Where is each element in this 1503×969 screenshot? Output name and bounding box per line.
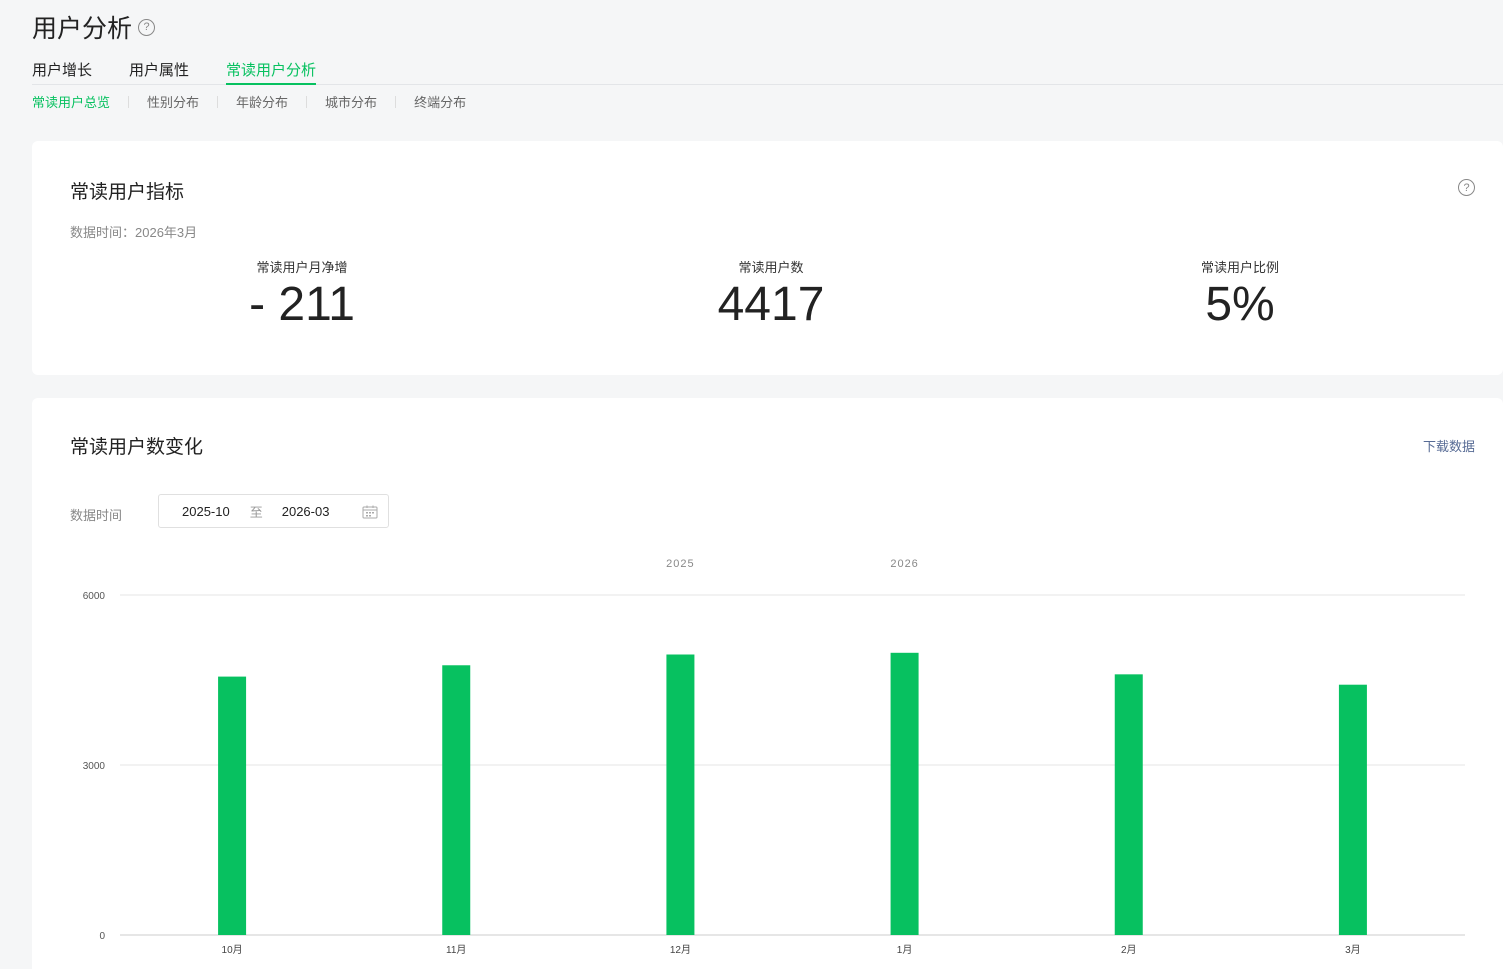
subtab-overview[interactable]: 常读用户总览 — [32, 95, 111, 110]
divider — [128, 95, 130, 108]
metric-value: 5% — [1205, 278, 1275, 331]
x-tick-label: 3月 — [1345, 944, 1361, 956]
metric-reader-ratio: 常读用户比例 5% — [1080, 257, 1400, 332]
help-icon[interactable]: ? — [138, 18, 156, 36]
metric-label: 常读用户比例 — [1200, 260, 1279, 275]
subtab-city[interactable]: 城市分布 — [325, 95, 378, 110]
help-icon[interactable]: ? — [1458, 179, 1475, 196]
y-tick-label: 3000 — [83, 761, 106, 772]
range-label: 数据时间 — [70, 508, 123, 523]
tab-frequent-reader-analysis[interactable]: 常读用户分析 — [226, 56, 317, 85]
chart-bar — [1114, 674, 1143, 935]
main-tabs: 用户增长 用户属性 常读用户分析 — [32, 56, 1503, 85]
metric-value: 4417 — [717, 278, 825, 331]
subtab-device[interactable]: 终端分布 — [414, 95, 467, 110]
x-tick-label: 10月 — [222, 944, 243, 956]
calendar-icon[interactable] — [362, 505, 378, 519]
date-range-picker[interactable]: 2025-10 至 2026-03 — [158, 494, 389, 528]
chart-bar — [890, 652, 919, 935]
range-end-input[interactable]: 2026-03 — [281, 503, 330, 519]
page-title: 用户分析 ? — [32, 9, 156, 45]
metric-value: - 211 — [249, 278, 355, 331]
page-title-text: 用户分析 — [32, 15, 133, 43]
tab-user-growth[interactable]: 用户增长 — [32, 62, 93, 79]
x-tick-label: 12月 — [670, 944, 691, 956]
chart-bar — [442, 665, 471, 935]
year-label: 2025 — [666, 558, 694, 570]
subtab-age[interactable]: 年龄分布 — [236, 95, 289, 110]
tab-user-attributes[interactable]: 用户属性 — [129, 62, 190, 79]
x-tick-label: 1月 — [897, 944, 913, 956]
x-tick-label: 11月 — [446, 944, 466, 956]
y-tick-label: 6000 — [83, 591, 106, 602]
x-tick-label: 2月 — [1121, 944, 1137, 956]
metrics-card: 常读用户指标 ? 数据时间：2026年3月 常读用户月净增 - 211 常读用户… — [32, 141, 1503, 375]
range-start-input[interactable]: 2025-10 — [182, 503, 230, 519]
metric-label: 常读用户月净增 — [256, 260, 348, 275]
chart-bar — [218, 676, 247, 935]
y-tick-label: 0 — [99, 931, 105, 942]
download-data-link[interactable]: 下载数据 — [1422, 439, 1475, 454]
trend-card: 常读用户数变化 下载数据 数据时间 2025-10 至 2026-03 — [32, 398, 1503, 969]
divider — [217, 95, 219, 108]
year-label: 2026 — [890, 558, 918, 570]
trend-card-title: 常读用户数变化 — [70, 437, 204, 458]
range-separator: 至 — [249, 504, 263, 520]
metric-net-growth: 常读用户月净增 - 211 — [142, 257, 462, 332]
divider — [306, 95, 308, 108]
subtab-gender[interactable]: 性别分布 — [147, 95, 200, 110]
metric-label: 常读用户数 — [738, 260, 804, 275]
metrics-card-title: 常读用户指标 — [70, 182, 185, 203]
metric-reader-count: 常读用户数 4417 — [611, 257, 931, 332]
chart-bar — [1338, 684, 1367, 935]
divider — [395, 95, 397, 108]
chart-bar — [666, 654, 695, 935]
data-time: 数据时间：2026年3月 — [70, 225, 198, 240]
sub-tabs: 常读用户总览 性别分布 年龄分布 城市分布 终端分布 — [32, 92, 466, 111]
